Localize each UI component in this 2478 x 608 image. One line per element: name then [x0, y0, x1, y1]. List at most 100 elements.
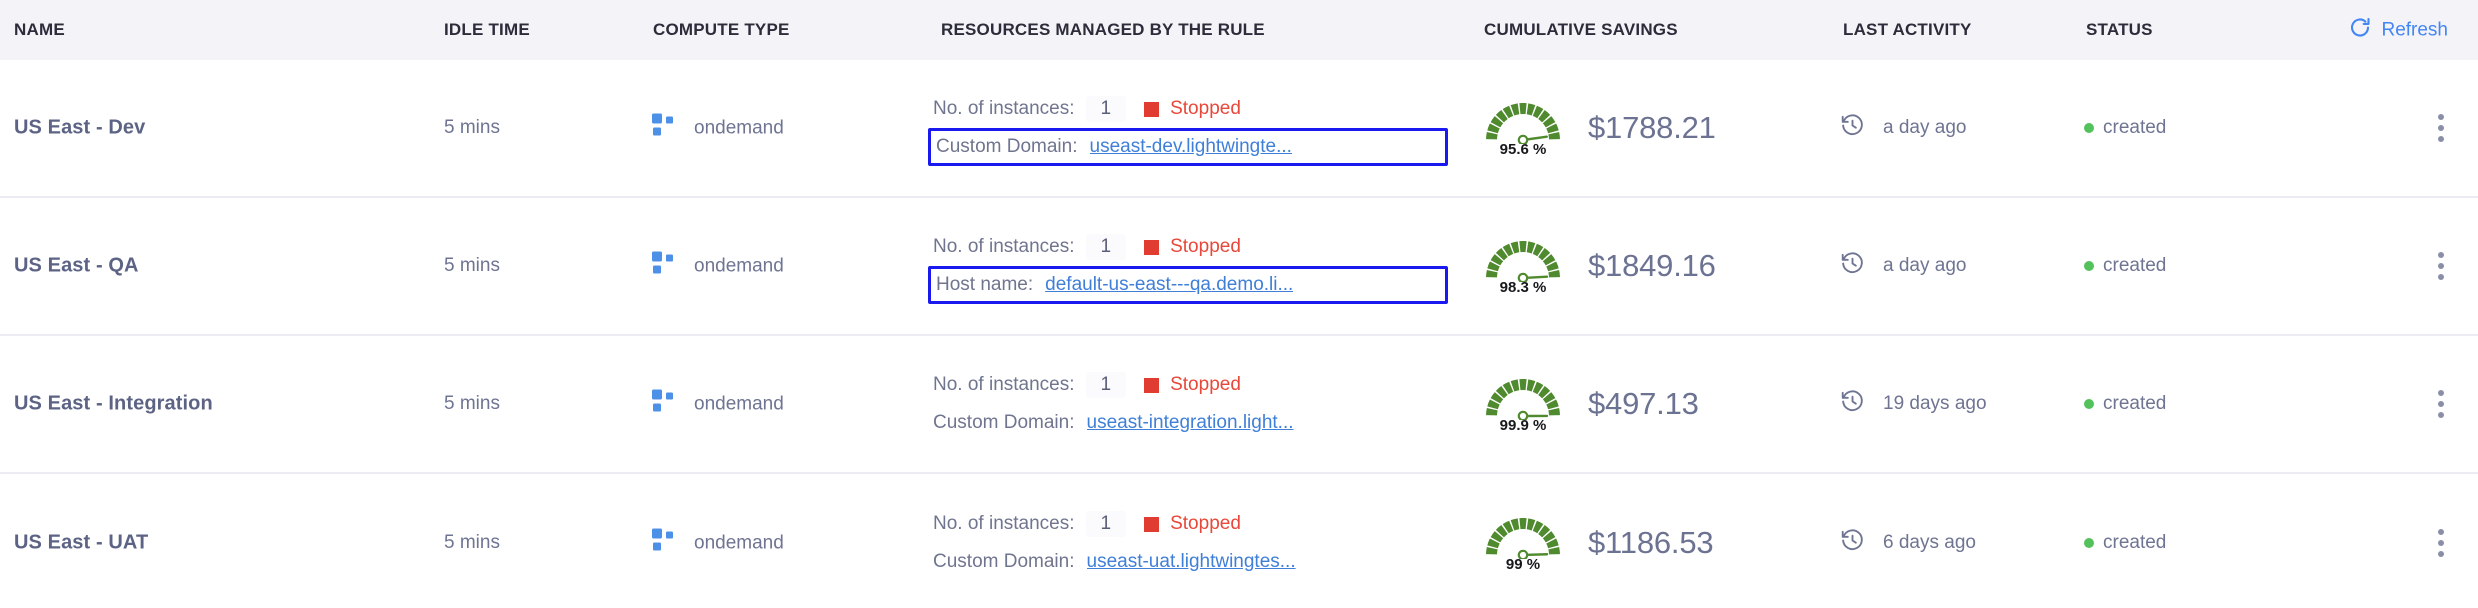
row-menu-button[interactable]: [2434, 248, 2448, 284]
savings-amount: $1849.16: [1588, 248, 1716, 283]
kebab-menu-icon: [2438, 274, 2444, 280]
idle-time-value: 5 mins: [444, 117, 500, 138]
table-row[interactable]: US East - Dev 5 mins ondemand No. of instan…: [0, 60, 2478, 198]
domain-label: Custom Domain:: [933, 412, 1075, 433]
instance-state-label: Stopped: [1170, 236, 1241, 257]
status-dot-icon: [2084, 123, 2094, 133]
kebab-menu-icon: [2438, 390, 2444, 396]
cumulative-savings-cell: 95.6 % $1788.21: [1480, 98, 1716, 158]
resources-cell: No. of instances: 1 Stopped Custom Domain: u…: [928, 90, 1448, 166]
domain-link[interactable]: useast-dev.lightwingte...: [1089, 136, 1292, 157]
instances-count: 1: [1085, 511, 1127, 537]
row-menu-button[interactable]: [2434, 525, 2448, 561]
blocks-icon: [651, 113, 677, 144]
column-header-idle-time: IDLE TIME: [444, 20, 530, 39]
history-icon: [1840, 113, 1865, 143]
status-label: created: [2103, 393, 2167, 414]
compute-type-label: ondemand: [694, 532, 784, 553]
stopped-square-icon: [1144, 377, 1160, 393]
status-dot-icon: [2084, 261, 2094, 271]
savings-percent-label: 95.6 %: [1499, 141, 1547, 158]
last-activity-value: 6 days ago: [1883, 532, 1976, 553]
instance-state-badge: Stopped: [1144, 513, 1241, 535]
row-menu-button[interactable]: [2434, 386, 2448, 422]
rule-name: US East - UAT: [14, 531, 149, 554]
kebab-menu-icon: [2438, 136, 2444, 142]
compute-type-label: ondemand: [694, 255, 784, 276]
status-label: created: [2103, 117, 2167, 138]
savings-percent-label: 98.3 %: [1499, 279, 1547, 296]
savings-percent-label: 99 %: [1505, 556, 1541, 573]
row-menu-button[interactable]: [2434, 110, 2448, 146]
resources-cell: No. of instances: 1 Stopped Host name: defau…: [928, 228, 1448, 304]
domain-link[interactable]: useast-uat.lightwingtes...: [1086, 551, 1296, 572]
domain-link[interactable]: default-us-east---qa.demo.li...: [1045, 274, 1294, 295]
domain-line: Custom Domain: useast-uat.lightwingtes...: [928, 543, 1448, 581]
stopped-square-icon: [1144, 239, 1160, 255]
kebab-menu-icon: [2438, 551, 2444, 557]
resources-cell: No. of instances: 1 Stopped Custom Domain: u…: [928, 505, 1448, 581]
domain-line: Custom Domain: useast-dev.lightwingte...: [928, 128, 1448, 166]
compute-type-cell: ondemand: [651, 389, 784, 420]
blocks-icon: [651, 528, 677, 559]
last-activity-cell: 6 days ago: [1840, 528, 1976, 558]
resources-cell: No. of instances: 1 Stopped Custom Domain: u…: [928, 366, 1448, 442]
compute-type-label: ondemand: [694, 117, 784, 138]
history-icon: [1840, 251, 1865, 281]
domain-line: Custom Domain: useast-integration.light..…: [928, 404, 1448, 442]
savings-gauge: 99.9 %: [1480, 374, 1566, 434]
refresh-label: Refresh: [2381, 19, 2448, 40]
domain-line: Host name: default-us-east---qa.demo.li..…: [928, 266, 1448, 304]
column-header-resources: RESOURCES MANAGED BY THE RULE: [941, 20, 1265, 39]
status-label: created: [2103, 532, 2167, 553]
savings-amount: $497.13: [1588, 386, 1699, 421]
table-row[interactable]: US East - QA 5 mins ondemand No. of instanc…: [0, 198, 2478, 336]
status-dot-icon: [2084, 399, 2094, 409]
refresh-button[interactable]: Refresh: [2348, 16, 2448, 45]
instances-label: No. of instances:: [933, 236, 1075, 257]
table-body: US East - Dev 5 mins ondemand No. of instan…: [0, 60, 2478, 608]
last-activity-value: 19 days ago: [1883, 393, 1987, 414]
kebab-menu-icon: [2438, 401, 2444, 407]
history-icon: [1840, 389, 1865, 419]
kebab-menu-icon: [2438, 252, 2444, 258]
refresh-icon: [2348, 16, 2372, 45]
instance-state-badge: Stopped: [1144, 236, 1241, 258]
cumulative-savings-cell: 99.9 % $497.13: [1480, 374, 1699, 434]
kebab-menu-icon: [2438, 529, 2444, 535]
instances-count: 1: [1085, 372, 1127, 398]
savings-gauge: 95.6 %: [1480, 98, 1566, 158]
kebab-menu-icon: [2438, 540, 2444, 546]
idle-time-value: 5 mins: [444, 393, 500, 414]
table-header-row: NAME IDLE TIME COMPUTE TYPE RESOURCES MA…: [0, 0, 2478, 60]
history-icon: [1840, 528, 1865, 558]
column-header-compute-type: COMPUTE TYPE: [653, 20, 790, 39]
instances-label: No. of instances:: [933, 98, 1075, 119]
table-row[interactable]: US East - Integration 5 mins ondemand No. o…: [0, 336, 2478, 474]
domain-link[interactable]: useast-integration.light...: [1086, 412, 1294, 433]
instances-line: No. of instances: 1 Stopped: [928, 228, 1448, 266]
kebab-menu-icon: [2438, 125, 2444, 131]
cumulative-savings-cell: 98.3 % $1849.16: [1480, 236, 1716, 296]
blocks-icon: [651, 251, 677, 282]
kebab-menu-icon: [2438, 114, 2444, 120]
compute-type-cell: ondemand: [651, 528, 784, 559]
domain-label: Custom Domain:: [933, 551, 1075, 572]
instances-count: 1: [1085, 234, 1127, 260]
instance-state-label: Stopped: [1170, 374, 1241, 395]
compute-type-label: ondemand: [694, 393, 784, 414]
kebab-menu-icon: [2438, 412, 2444, 418]
table-row[interactable]: US East - UAT 5 mins ondemand No. of instan…: [0, 474, 2478, 608]
compute-type-cell: ondemand: [651, 113, 784, 144]
status-dot-icon: [2084, 538, 2094, 548]
status-badge: created: [2084, 255, 2166, 277]
savings-amount: $1788.21: [1588, 110, 1716, 145]
domain-label: Custom Domain:: [936, 136, 1078, 157]
instances-line: No. of instances: 1 Stopped: [928, 366, 1448, 404]
column-header-last-activity: LAST ACTIVITY: [1843, 20, 1972, 39]
instance-state-badge: Stopped: [1144, 98, 1241, 120]
last-activity-value: a day ago: [1883, 117, 1967, 138]
instances-line: No. of instances: 1 Stopped: [928, 505, 1448, 543]
stopped-square-icon: [1144, 516, 1160, 532]
